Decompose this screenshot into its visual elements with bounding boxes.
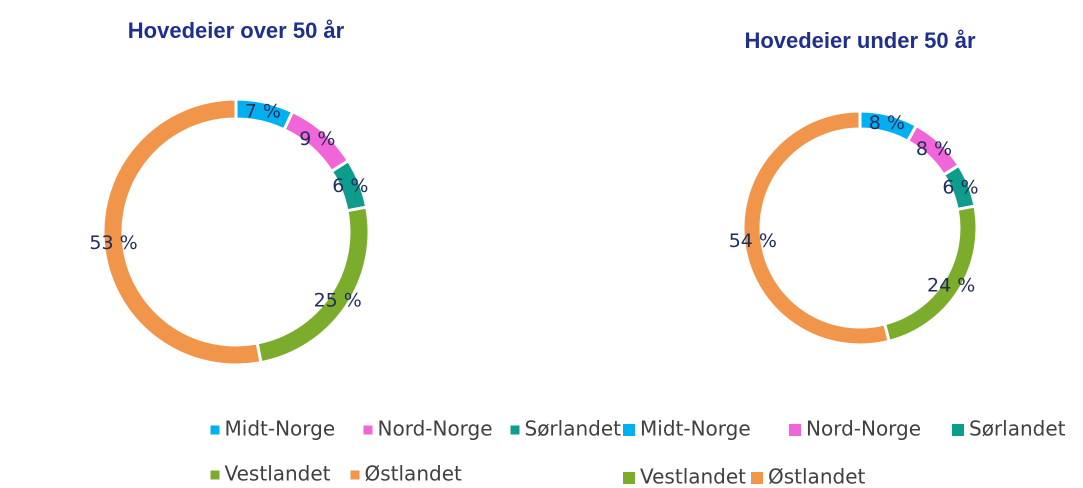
- legend-marker: [952, 424, 964, 436]
- legend-marker: [623, 424, 635, 436]
- legend-marker: [623, 472, 635, 484]
- data-label: 7 %: [245, 100, 281, 122]
- legend-label: Midt-Norge: [225, 417, 336, 441]
- legend-label: Vestlandet: [225, 462, 331, 486]
- legend-label: Midt-Norge: [640, 417, 751, 441]
- donut-segment: [741, 109, 891, 347]
- legend-label: Østlandet: [365, 462, 462, 486]
- legend-label: Nord-Norge: [806, 417, 921, 441]
- legend-label: Sørlandet: [525, 417, 622, 441]
- data-label: 53 %: [89, 232, 137, 254]
- legend-label: Vestlandet: [640, 465, 746, 488]
- data-label: 24 %: [927, 274, 975, 296]
- legend-label: Sørlandet: [969, 417, 1066, 441]
- legend-label: Nord-Norge: [378, 417, 493, 441]
- data-label: 25 %: [314, 290, 362, 312]
- chart-title: Hovedeier under 50 år: [744, 28, 976, 53]
- chart-title: Hovedeier over 50 år: [128, 18, 345, 43]
- legend-marker: [363, 425, 373, 435]
- legend-marker: [350, 470, 360, 480]
- donut-segment: [101, 97, 263, 367]
- legend-label: Østlandet: [768, 465, 865, 488]
- legend-marker: [510, 425, 520, 435]
- data-label: 8 %: [869, 112, 905, 134]
- legend-marker: [751, 472, 763, 484]
- data-label: 8 %: [916, 138, 952, 160]
- legend-marker: [210, 470, 220, 480]
- legend-marker: [210, 425, 220, 435]
- data-label: 9 %: [299, 128, 335, 150]
- data-label: 6 %: [942, 177, 978, 199]
- legend-marker: [789, 424, 801, 436]
- donut-segment: [255, 205, 371, 365]
- data-label: 6 %: [332, 175, 368, 197]
- data-label: 54 %: [729, 230, 777, 252]
